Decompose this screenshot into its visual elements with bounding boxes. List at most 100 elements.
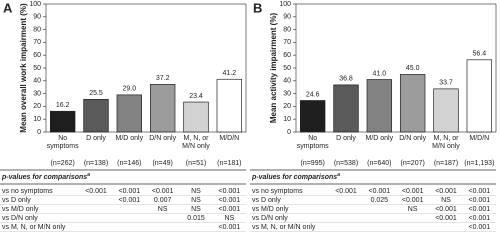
p-value: <0.001 — [369, 188, 391, 195]
y-tick-label: 100 — [29, 1, 41, 8]
bar — [399, 74, 426, 133]
y-tick-label: 60 — [283, 52, 291, 59]
p-value: <0.001 — [469, 197, 491, 204]
footnote-mark: a — [87, 172, 90, 178]
row-label: vs M/D only — [252, 206, 289, 213]
value-label: 33.7 — [439, 80, 453, 87]
bar — [299, 100, 326, 133]
p-value: <0.001 — [435, 206, 457, 213]
y-tick-label: 10 — [33, 116, 41, 123]
p-value: <0.001 — [219, 206, 241, 213]
bar — [116, 94, 143, 133]
n-label: (n=181) — [217, 160, 241, 167]
bar — [49, 110, 76, 133]
y-tick-label: 10 — [283, 116, 291, 123]
row-label: vs M, N, or M/N only — [252, 224, 316, 231]
n-label: (n=146) — [117, 160, 141, 167]
value-label: 41.0 — [373, 70, 387, 77]
p-value: <0.001 — [119, 188, 141, 195]
p-value: NS — [408, 206, 418, 213]
plot-frame — [45, 3, 247, 133]
n-label: (n=538) — [334, 160, 358, 167]
p-value: <0.001 — [469, 188, 491, 195]
bar — [433, 88, 459, 133]
y-tick-label: 40 — [33, 78, 41, 85]
value-label: 23.4 — [189, 93, 203, 100]
panel-label: A — [3, 0, 13, 15]
value-label: 56.4 — [473, 51, 487, 58]
y-tick-label: 30 — [33, 90, 41, 97]
value-label: 41.2 — [223, 70, 237, 77]
x-tick-label: No symptoms — [46, 135, 79, 150]
y-tick-label: 30 — [283, 90, 291, 97]
y-tick-label: 80 — [33, 26, 41, 33]
bar — [216, 78, 243, 133]
table-header-text: p-values for comparisons — [1, 174, 87, 181]
y-tick-label: 70 — [33, 39, 41, 46]
n-label: (n=187) — [434, 160, 458, 167]
n-label: (n=640) — [367, 160, 391, 167]
bar — [333, 84, 359, 133]
x-tick-label: M, N, or M/N only — [182, 135, 210, 150]
p-value: <0.001 — [219, 224, 241, 231]
x-tick-label: No symptoms — [296, 135, 329, 150]
p-value: 0.025 — [371, 197, 389, 204]
n-label: (n=1,193) — [464, 160, 494, 167]
row-label: vs M/D only — [2, 206, 39, 213]
bar — [149, 84, 176, 133]
p-value: <0.001 — [219, 197, 241, 204]
p-value: <0.001 — [469, 206, 491, 213]
value-label: 29.0 — [123, 86, 137, 93]
value-label: 45.0 — [406, 65, 420, 72]
p-value: NS — [224, 215, 234, 222]
x-tick-label: M/D/N — [469, 135, 490, 142]
row-label: vs D only — [252, 197, 281, 204]
bar — [183, 101, 209, 133]
x-tick-label: M, N, or M/N only — [432, 135, 460, 150]
x-tick-label: D/N only — [149, 135, 177, 142]
table-header-text: p-values for comparisons — [251, 174, 337, 181]
x-tick-label: M/D/N — [219, 135, 240, 142]
x-tick-label: M/D only — [115, 135, 144, 142]
y-tick-label: 50 — [33, 65, 41, 72]
n-label: (n=51) — [186, 160, 206, 167]
value-label: 37.2 — [156, 75, 170, 82]
value-label: 24.6 — [306, 91, 320, 98]
plot-frame — [295, 3, 497, 133]
table-header: p-values for comparisonsa — [1, 172, 90, 181]
row-label: vs D only — [2, 197, 31, 204]
p-value: 0.007 — [154, 197, 172, 204]
p-value: <0.001 — [85, 188, 107, 195]
y-tick-label: 60 — [33, 52, 41, 59]
p-value: <0.001 — [435, 215, 457, 222]
p-value: 0.015 — [187, 215, 205, 222]
x-tick-label: M/D only — [365, 135, 394, 142]
n-label: (n=207) — [401, 160, 425, 167]
row-label: vs M, N, or M/N only — [2, 224, 66, 231]
y-tick-label: 90 — [33, 14, 41, 21]
p-value: <0.001 — [335, 188, 357, 195]
value-label: 36.8 — [339, 76, 353, 83]
n-label: (n=262) — [51, 160, 75, 167]
y-axis-label: Mean activity impairment (%) — [269, 13, 278, 124]
y-tick-label: 20 — [33, 103, 41, 110]
row-label: vs no symptoms — [2, 188, 53, 195]
bar — [366, 79, 393, 133]
p-value: <0.001 — [469, 224, 491, 231]
p-value: NS — [191, 206, 201, 213]
y-tick-label: 0 — [287, 129, 291, 136]
p-value: NS — [191, 197, 201, 204]
footnote-mark: a — [337, 172, 340, 178]
row-label: vs no symptoms — [252, 188, 303, 195]
x-tick-label: D only — [86, 135, 106, 142]
value-label: 25.5 — [89, 90, 103, 97]
y-tick-label: 20 — [283, 103, 291, 110]
p-value: <0.001 — [219, 188, 241, 195]
n-label: (n=49) — [152, 160, 172, 167]
panel-label: B — [253, 0, 262, 15]
y-tick-label: 80 — [283, 26, 291, 33]
y-tick-label: 40 — [283, 78, 291, 85]
y-tick-label: 50 — [283, 65, 291, 72]
